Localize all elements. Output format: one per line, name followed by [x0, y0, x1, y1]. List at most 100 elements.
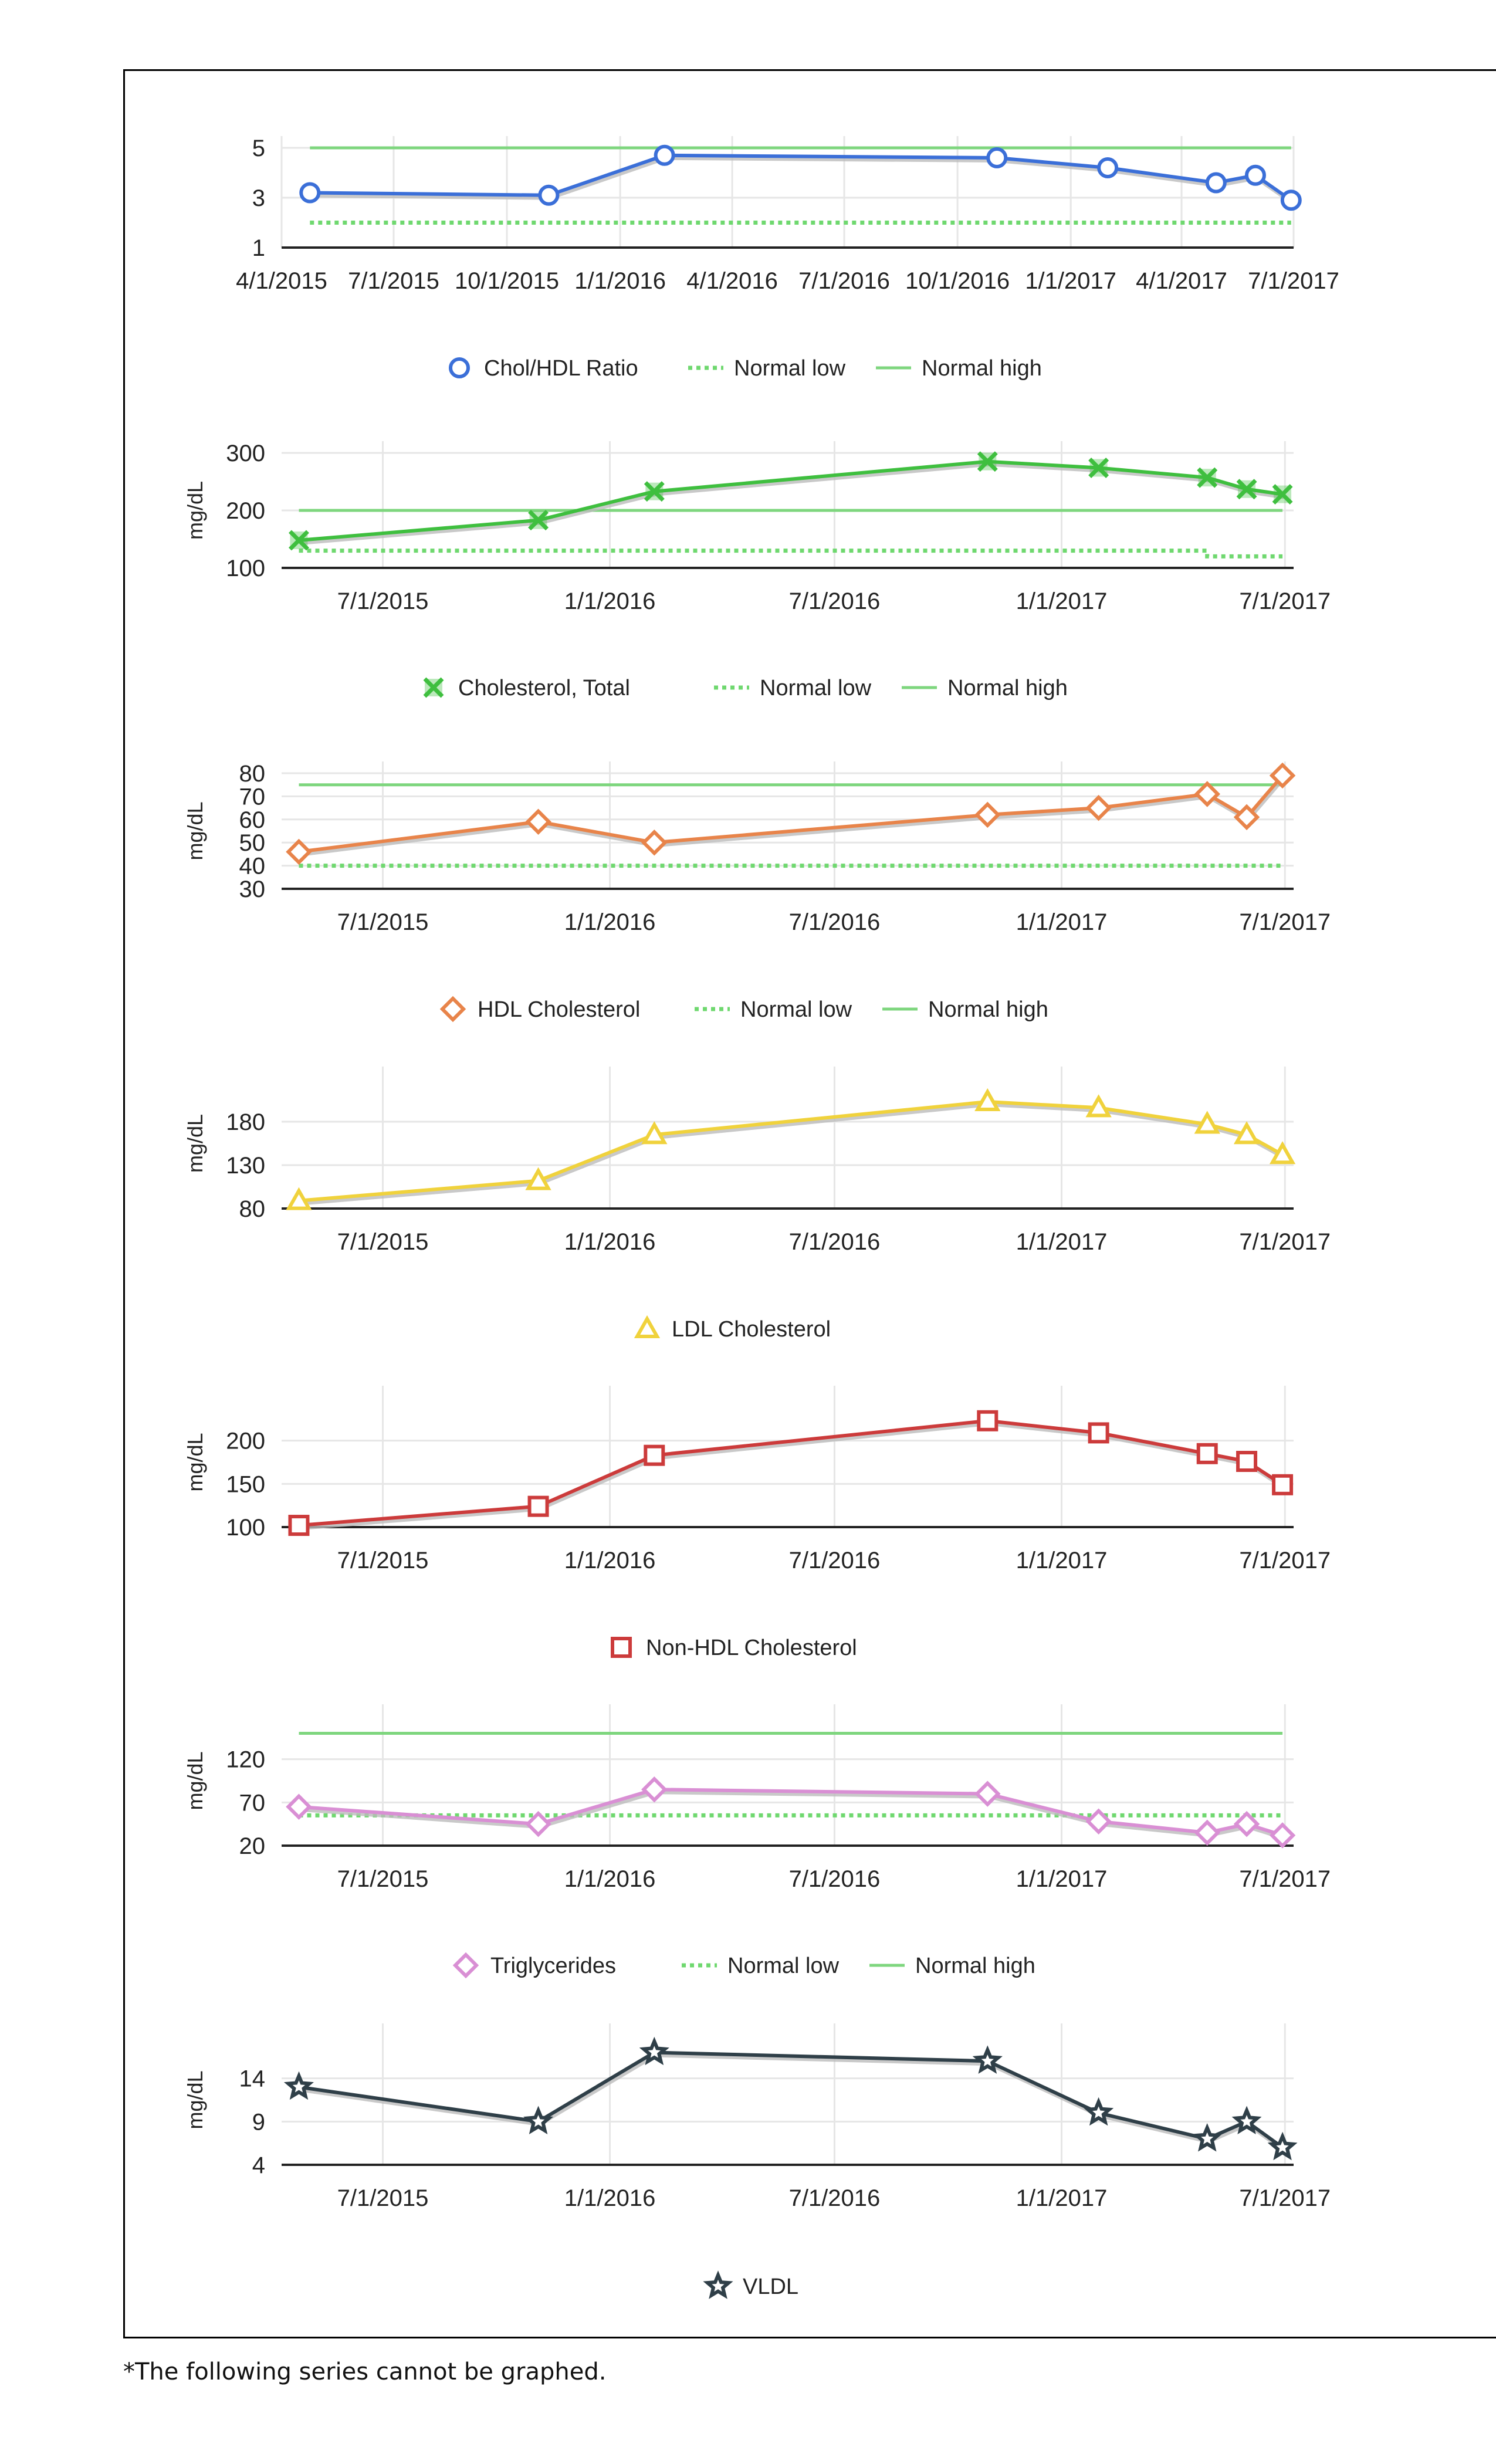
- legend-item: Normal low: [682, 1954, 840, 1978]
- y-tick-label: 100: [226, 1515, 265, 1541]
- data-point: [641, 1776, 668, 1803]
- x-tick-label: 7/1/2017: [1239, 909, 1331, 935]
- x-tick-label: 7/1/2016: [789, 1548, 881, 1573]
- data-point: [1269, 1822, 1296, 1849]
- data-point: [1233, 1810, 1260, 1837]
- data-point: [523, 2106, 553, 2135]
- x-tick-label: 4/1/2017: [1136, 268, 1227, 294]
- x-tick-label: 1/1/2017: [1016, 588, 1108, 614]
- chart-5: 100 150 200 7/1/2015 1/1/2016 7/1/2016 1/1/201…: [183, 1386, 1331, 1660]
- x-tick-label: 7/1/2015: [348, 268, 439, 294]
- legend-item: Chol/HDL Ratio: [449, 356, 638, 381]
- data-point: [286, 838, 312, 865]
- data-point: [641, 1121, 668, 1145]
- data-point: [1267, 2131, 1298, 2161]
- x-tick-label: 1/1/2017: [1016, 1548, 1108, 1573]
- x-tick-label: 1/1/2016: [564, 588, 656, 614]
- y-axis-label: mg/dL: [183, 481, 207, 540]
- legend-item: Normal high: [902, 676, 1068, 700]
- x-tick-label: 7/1/2016: [789, 588, 881, 614]
- data-point: [974, 1781, 1001, 1807]
- y-tick-label: 14: [239, 2066, 266, 2092]
- y-tick-label: 200: [226, 1429, 265, 1454]
- x-tick-label: 1/1/2017: [1016, 1229, 1108, 1255]
- x-tick-label: 1/1/2017: [1016, 2185, 1108, 2211]
- legend-label: Cholesterol, Total: [458, 676, 630, 700]
- x-tick-label: 1/1/2016: [564, 1548, 656, 1573]
- y-tick-label: 9: [252, 2109, 265, 2135]
- x-tick-label: 7/1/2017: [1239, 1548, 1331, 1573]
- data-point: [299, 182, 321, 204]
- data-point: [1084, 2097, 1114, 2126]
- series-line: [310, 153, 1292, 202]
- data-point: [525, 1167, 551, 1190]
- y-tick-label: 30: [239, 876, 266, 902]
- y-tick-label: 150: [226, 1471, 265, 1497]
- data-point: [1088, 1422, 1109, 1444]
- series-line: [299, 459, 1283, 542]
- data-point: [654, 144, 675, 166]
- x-tick-label: 7/1/2015: [337, 1548, 429, 1573]
- x-tick-label: 1/1/2017: [1025, 268, 1116, 294]
- legend-item: VLDL: [703, 2270, 798, 2299]
- x-tick-label: 1/1/2016: [574, 268, 666, 294]
- data-point: [972, 2045, 1003, 2074]
- data-point: [538, 184, 560, 206]
- legend-label: LDL Cholesterol: [672, 1317, 831, 1342]
- data-point: [977, 1410, 999, 1431]
- data-point: [644, 481, 665, 502]
- x-tick-label: 1/1/2017: [1016, 1866, 1108, 1892]
- series-shadow: [311, 156, 1294, 205]
- legend-item: Normal high: [882, 997, 1048, 1022]
- data-point: [288, 1515, 310, 1536]
- legend-label: HDL Cholesterol: [478, 997, 640, 1022]
- x-tick-label: 10/1/2015: [455, 268, 559, 294]
- data-point: [1236, 479, 1257, 500]
- legend-item: Cholesterol, Total: [423, 676, 630, 700]
- series-line: [299, 2050, 1284, 2149]
- charts-container: 1 3 5 4/1/2015 7/1/2015 10/1/2015 1/1/2016 4/1/…: [183, 136, 1339, 2299]
- chart-7: 4 9 14 7/1/2015 1/1/2016 7/1/2016 1/1/2017 7/1/…: [183, 2023, 1331, 2299]
- data-point: [1272, 484, 1293, 505]
- data-point: [1269, 762, 1296, 789]
- chart-6: 20 70 120 7/1/2015 1/1/2016 7/1/2016 1/1/2017 7…: [183, 1704, 1331, 1979]
- y-tick-label: 80: [239, 1196, 266, 1222]
- x-tick-label: 1/1/2016: [564, 909, 656, 935]
- y-tick-label: 50: [239, 830, 266, 856]
- legend-label: Normal low: [740, 997, 852, 1022]
- data-point: [1244, 164, 1266, 186]
- data-point: [527, 1495, 549, 1517]
- data-point: [528, 510, 549, 531]
- legend-marker: [634, 1315, 661, 1338]
- y-tick-label: 3: [252, 185, 265, 211]
- legend-item: Normal high: [869, 1954, 1035, 1978]
- y-tick-label: 1: [252, 235, 265, 261]
- series-line: [299, 1419, 1284, 1528]
- x-tick-label: 7/1/2017: [1239, 588, 1331, 614]
- data-point: [1194, 781, 1220, 807]
- y-tick-label: 130: [226, 1153, 265, 1179]
- legend-label: Triglycerides: [490, 1954, 616, 1978]
- y-tick-label: 100: [226, 556, 265, 581]
- y-axis-label: mg/dL: [183, 1114, 207, 1173]
- y-tick-label: 60: [239, 807, 266, 833]
- x-tick-label: 7/1/2015: [337, 588, 429, 614]
- x-tick-label: 7/1/2016: [789, 1866, 881, 1892]
- x-tick-label: 7/1/2015: [337, 1229, 429, 1255]
- data-point: [644, 1444, 665, 1466]
- data-point: [525, 808, 551, 835]
- x-tick-label: 7/1/2017: [1239, 1866, 1331, 1892]
- data-point: [1233, 1121, 1260, 1145]
- data-point: [639, 2036, 669, 2066]
- y-tick-label: 20: [239, 1833, 266, 1859]
- normal-low-line: [299, 549, 1283, 559]
- legend-label: Normal low: [727, 1954, 840, 1978]
- chart-4: 80 130 180 7/1/2015 1/1/2016 7/1/2016 1/1/2017…: [183, 1067, 1331, 1342]
- x-tick-label: 7/1/2016: [789, 909, 881, 935]
- y-axis-label: mg/dL: [183, 1751, 207, 1810]
- data-point: [1233, 804, 1260, 831]
- x-tick-label: 1/1/2016: [564, 1866, 656, 1892]
- data-point: [977, 451, 998, 472]
- x-tick-label: 1/1/2017: [1016, 909, 1108, 935]
